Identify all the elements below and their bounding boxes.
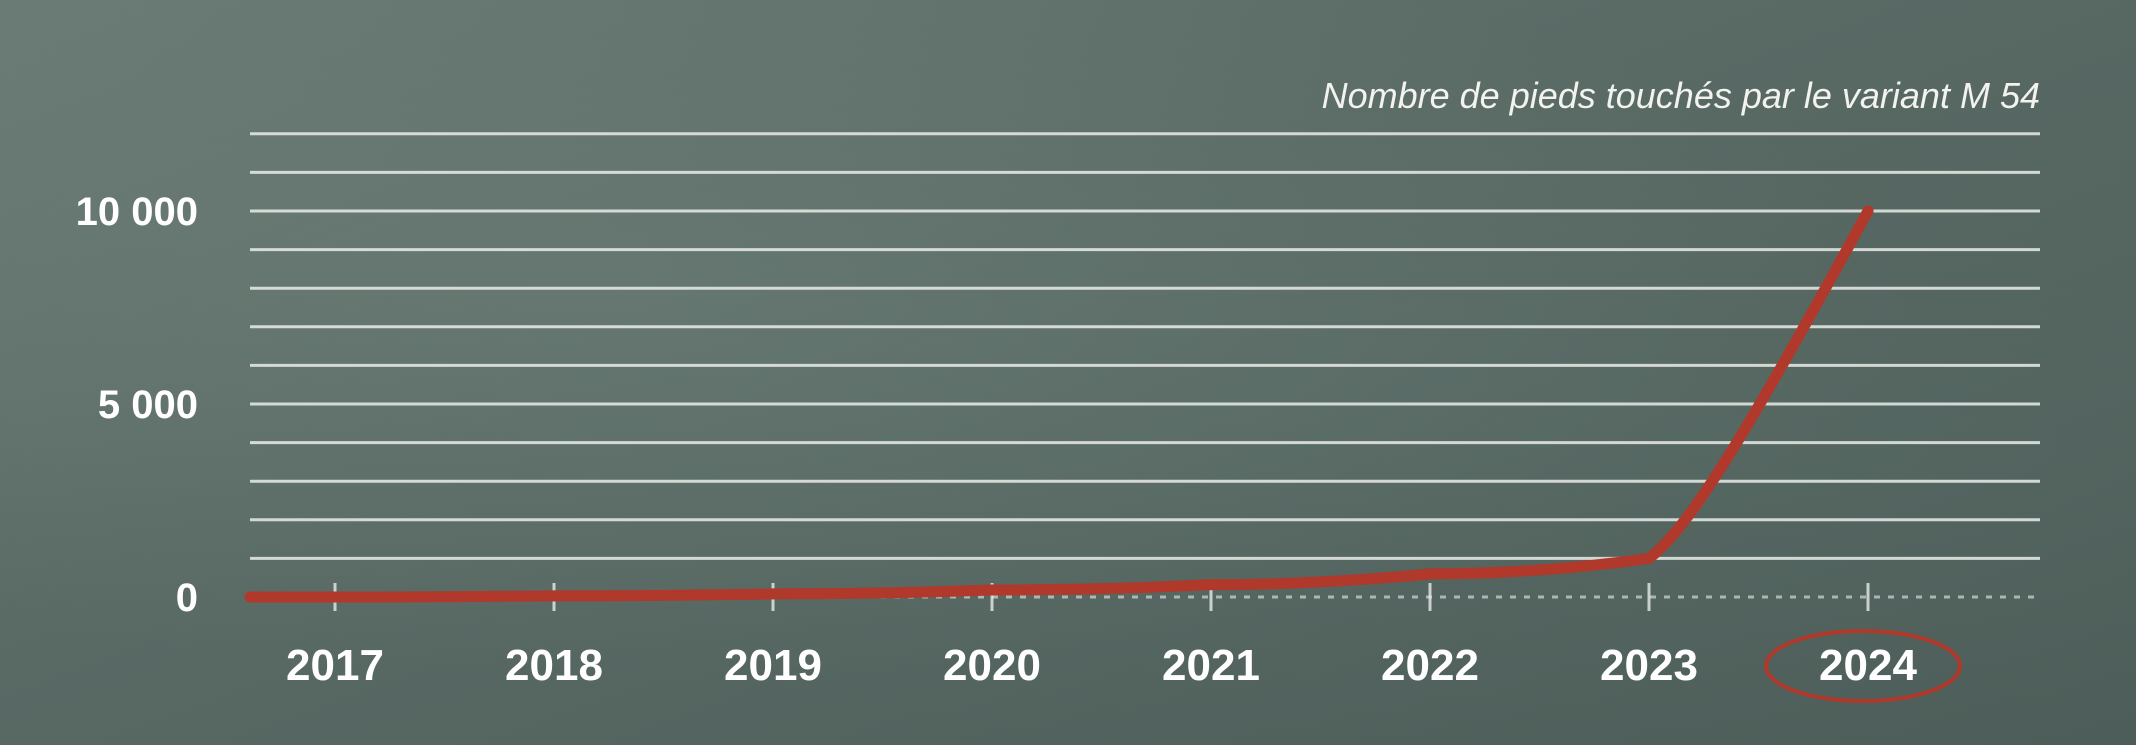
- y-tick-label: 10 000: [76, 190, 198, 234]
- highlight-group: [1764, 629, 1962, 703]
- x-tick-label: 2021: [1162, 641, 1260, 690]
- gridlines: [250, 132, 2040, 599]
- y-tick-label: 5 000: [98, 383, 198, 427]
- data-point: [1862, 205, 1874, 217]
- x-tick-label: 2020: [943, 641, 1041, 690]
- data-point: [986, 584, 998, 596]
- series-group: [244, 205, 1874, 603]
- data-point: [767, 588, 779, 600]
- data-point: [548, 590, 560, 602]
- x-tick-label: 2018: [505, 641, 603, 690]
- x-tick-label: 2022: [1381, 641, 1479, 690]
- x-tick-label: 2024: [1819, 641, 1917, 690]
- data-point: [1205, 579, 1217, 591]
- y-tick-label: 0: [176, 576, 198, 620]
- data-point: [1424, 568, 1436, 580]
- y-axis-tick-labels: 0 5 000 10 000: [76, 190, 198, 620]
- x-axis-tick-labels: 2017 2018 2019 2020 2021 2022 2023 2024: [286, 641, 1917, 690]
- data-point: [1643, 552, 1655, 564]
- x-tick-label: 2017: [286, 641, 384, 690]
- data-point: [329, 591, 341, 603]
- x-tick-label: 2019: [724, 641, 822, 690]
- x-tick-label: 2023: [1600, 641, 1698, 690]
- highlight-circle: [1764, 629, 1962, 703]
- chart-subtitle: Nombre de pieds touchés par le variant M…: [1322, 75, 2040, 116]
